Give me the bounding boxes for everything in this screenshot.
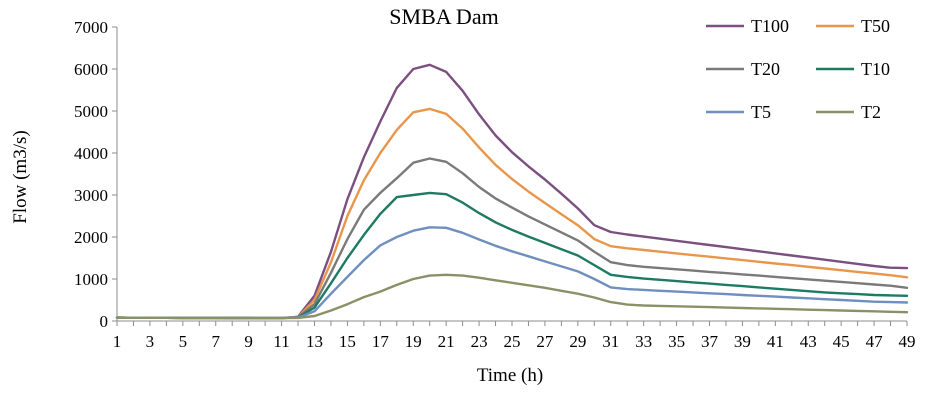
series-line-t5 [115,226,909,320]
y-tick-label: 2000 [74,228,108,247]
legend-item-t20: T20 [706,59,780,79]
x-tick-label: 47 [866,332,884,351]
x-tick-label: 19 [405,332,422,351]
x-tick-label: 43 [800,332,817,351]
legend-label: T50 [861,16,890,36]
y-tick-label: 0 [100,312,109,331]
y-tick-label: 3000 [74,186,108,205]
x-tick-label: 11 [273,332,289,351]
y-tick-label: 1000 [74,270,108,289]
x-tick-label: 21 [438,332,455,351]
x-tick-label: 31 [602,332,619,351]
legend-label: T5 [751,102,771,122]
legend-label: T10 [861,59,890,79]
x-tick-label: 41 [767,332,784,351]
x-tick-label: 9 [244,332,253,351]
x-tick-label: 29 [569,332,586,351]
y-axis-title: Flow (m3/s) [10,130,31,223]
x-tick-label: 37 [701,332,719,351]
legend-item-t5: T5 [706,102,771,122]
legend-label: T20 [751,59,780,79]
series-line-t50 [115,107,909,320]
y-tick-label: 5000 [74,102,108,121]
x-tick-label: 23 [471,332,488,351]
y-tick-label: 4000 [74,144,108,163]
x-tick-label: 33 [635,332,652,351]
x-tick-label: 5 [179,332,188,351]
y-tick-label: 6000 [74,60,108,79]
series-line-t20 [115,157,909,320]
x-tick-label: 13 [306,332,323,351]
x-tick-label: 3 [146,332,155,351]
x-axis: 1 3 5 7 9 11 13 15 17 19 21 23 25 27 29 31 33 35 37 39 41 43 4… [113,320,916,351]
x-tick-label: 45 [833,332,850,351]
x-tick-label: 49 [899,332,916,351]
series-line-t100 [115,63,909,320]
x-tick-label: 1 [113,332,122,351]
legend-label: T100 [751,16,789,36]
x-tick-label: 15 [339,332,356,351]
x-tick-label: 17 [372,332,390,351]
x-tick-label: 35 [668,332,685,351]
legend-item-t10: T10 [816,59,890,79]
x-tick-label: 39 [734,332,751,351]
x-axis-title: Time (h) [477,365,543,386]
chart-title: SMBA Dam [389,4,498,29]
legend-item-t2: T2 [816,102,881,122]
legend: T100 T50 T20 T10 T5 T2 [706,16,890,122]
x-tick-label: 27 [536,332,554,351]
series-lines [115,63,909,320]
series-line-t2 [115,273,909,320]
legend-item-t50: T50 [816,16,890,36]
x-tick-label: 25 [504,332,521,351]
legend-label: T2 [861,102,881,122]
legend-item-t100: T100 [706,16,789,36]
y-tick-label: 7000 [74,18,108,37]
x-tick-label: 7 [212,332,221,351]
y-axis: 0 1000 2000 3000 4000 5000 6000 7000 [74,18,118,331]
